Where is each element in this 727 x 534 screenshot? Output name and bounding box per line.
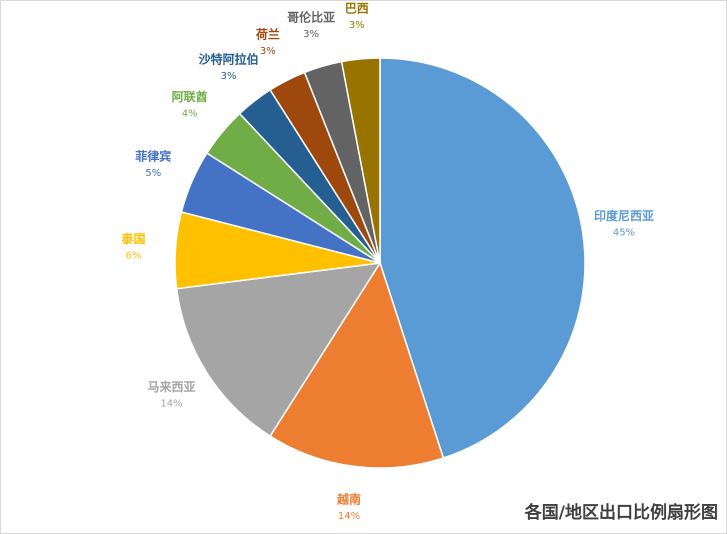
value-label: 14%: [160, 398, 182, 409]
slice-label: 哥伦比亚: [287, 9, 335, 24]
pie-slice: [269, 261, 445, 469]
pie-slice: [379, 57, 586, 459]
value-label: 5%: [145, 168, 161, 179]
slice-label: 沙特阿拉伯: [199, 51, 259, 66]
slice-label: 巴西: [345, 2, 369, 16]
value-label: 4%: [182, 109, 198, 120]
slice-label: 泰国: [120, 231, 145, 246]
slice-label: 印度尼西亚: [594, 208, 654, 223]
value-label: 3%: [349, 20, 365, 31]
chart-title: 各国/地区出口比例扇形图: [524, 502, 718, 523]
pie-slice: [340, 57, 381, 264]
slice-label: 菲律宾: [135, 148, 171, 163]
slice-label: 阿联酋: [172, 89, 208, 104]
pie-slice: [175, 262, 382, 438]
value-label: 14%: [338, 511, 360, 522]
slice-label: 越南: [336, 492, 361, 507]
slice-label: 马来西亚: [147, 379, 195, 394]
value-label: 45%: [613, 227, 635, 238]
value-label: 3%: [221, 71, 237, 82]
value-label: 3%: [260, 46, 276, 57]
value-label: 3%: [303, 29, 319, 40]
slice-label: 荷兰: [255, 26, 280, 41]
value-label: 6%: [126, 250, 142, 261]
